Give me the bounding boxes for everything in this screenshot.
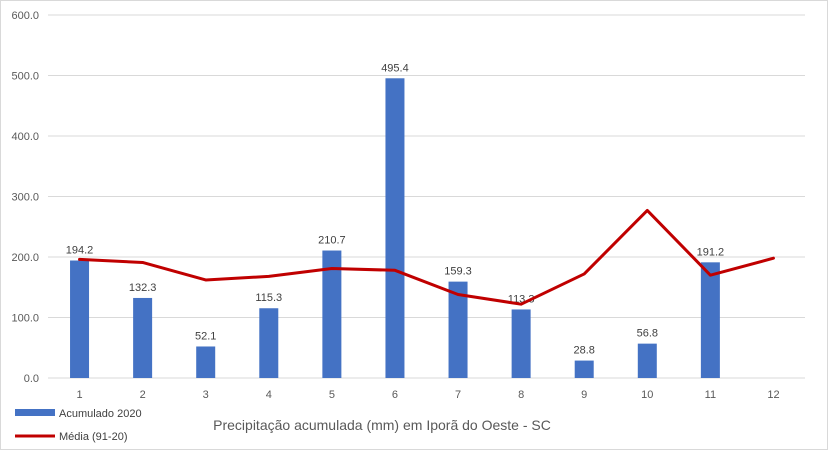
bar <box>638 344 657 378</box>
bar-data-label: 115.3 <box>255 292 282 304</box>
bar <box>512 309 531 378</box>
x-tick-label: 5 <box>329 389 335 401</box>
bar-data-label: 159.3 <box>444 266 472 278</box>
bar <box>259 308 278 378</box>
bar-data-label: 210.7 <box>318 235 346 247</box>
bar <box>701 262 720 378</box>
x-tick-label: 3 <box>203 389 209 401</box>
legend-label-bar: Acumulado 2020 <box>59 408 142 420</box>
x-tick-label: 4 <box>266 389 272 401</box>
bar-data-label: 28.8 <box>573 345 594 357</box>
x-tick-label: 8 <box>518 389 524 401</box>
x-tick-label: 2 <box>140 389 146 401</box>
bar <box>133 298 152 378</box>
bar <box>385 78 404 378</box>
bar-series <box>70 78 720 378</box>
y-tick-label: 600.0 <box>11 10 39 22</box>
bar-data-label: 132.3 <box>129 282 157 294</box>
x-tick-label: 6 <box>392 389 398 401</box>
y-tick-label: 0.0 <box>24 373 39 385</box>
bar-data-label: 56.8 <box>637 328 658 340</box>
x-tick-label: 12 <box>767 389 779 401</box>
y-tick-label: 500.0 <box>11 71 39 83</box>
bar <box>196 346 215 378</box>
x-tick-label: 9 <box>581 389 587 401</box>
bar-data-label: 52.1 <box>195 330 216 342</box>
x-tick-label: 7 <box>455 389 461 401</box>
y-tick-label: 300.0 <box>11 192 39 204</box>
y-tick-label: 400.0 <box>11 131 39 143</box>
legend-swatch-bar <box>15 409 55 416</box>
bar-data-label: 495.4 <box>381 62 409 74</box>
x-axis-label: Precipitação acumulada (mm) em Iporã do … <box>213 417 551 433</box>
bar-data-label: 191.2 <box>697 246 725 258</box>
x-tick-label: 1 <box>76 389 82 401</box>
bar <box>575 361 594 378</box>
y-tick-label: 100.0 <box>11 313 39 325</box>
x-tick-label: 10 <box>641 389 653 401</box>
gridlines <box>48 15 805 378</box>
legend-label-line: Média (91-20) <box>59 431 127 443</box>
y-tick-label: 200.0 <box>11 252 39 264</box>
bar-data-label: 194.2 <box>66 245 94 257</box>
legend: Acumulado 2020 Média (91-20) <box>15 408 142 443</box>
bar <box>70 261 89 378</box>
y-axis-ticks: 0.0 100.0 200.0 300.0 400.0 500.0 600.0 <box>11 10 39 385</box>
x-tick-label: 11 <box>705 389 716 401</box>
